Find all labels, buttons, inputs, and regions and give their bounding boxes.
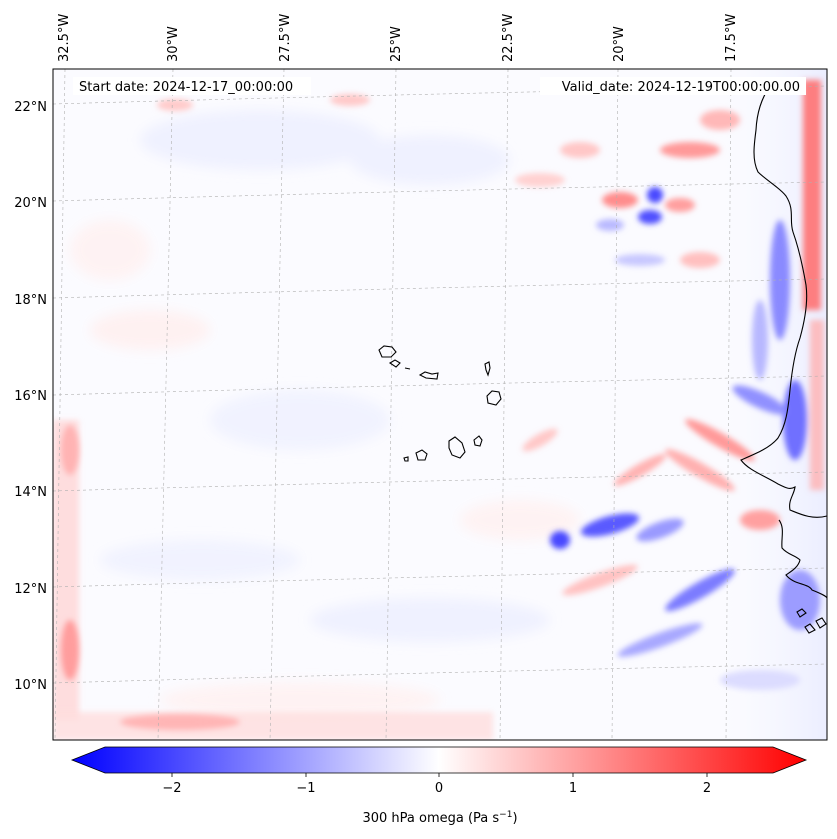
lon-label: 32.5°W [57, 14, 72, 62]
lat-label: 14°N [14, 485, 47, 500]
start-date-box [73, 77, 311, 95]
colorbar-tick-label: 1 [569, 781, 577, 796]
island-fogo [415, 449, 428, 461]
colorbar-label-main: 300 hPa omega (Pa s [362, 811, 499, 826]
island-santiago [448, 436, 466, 459]
lat-label: 20°N [14, 196, 47, 211]
colorbar: −2 −1 0 1 2 300 hPa omega (Pa s−1) [70, 746, 808, 826]
island-brava [403, 456, 409, 462]
colorbar-tick-label: −2 [162, 781, 181, 796]
longitude-labels: 32.5°W 30°W 27.5°W 25°W 22.5°W 20°W 17.5… [57, 14, 739, 62]
island-boa-vista [486, 390, 502, 406]
colorbar-ticks [171, 773, 708, 777]
lon-label: 22.5°W [501, 14, 516, 62]
island-santa-luzia [404, 367, 411, 370]
coastline [378, 85, 828, 634]
colorbar-tick-label: 2 [703, 781, 711, 796]
valid-date-box [540, 77, 806, 95]
lat-label: 12°N [14, 582, 47, 597]
lat-label: 10°N [14, 678, 47, 693]
island-sao-vicente [388, 359, 401, 368]
island-maio [473, 435, 483, 447]
lat-label: 16°N [14, 389, 47, 404]
omega-field [53, 69, 827, 740]
bissagos-islands [796, 608, 827, 634]
lon-label: 20°W [612, 26, 627, 62]
lat-label: 22°N [14, 100, 47, 115]
lon-label: 27.5°W [278, 14, 293, 62]
island-sal [484, 361, 491, 377]
lat-label: 18°N [14, 293, 47, 308]
latitude-labels: 22°N 20°N 18°N 16°N 14°N 12°N 10°N [14, 100, 47, 693]
lon-label: 17.5°W [724, 14, 739, 62]
colorbar-tick-label: −1 [296, 781, 315, 796]
colorbar-gradient [70, 746, 808, 774]
africa-coastline [740, 85, 828, 599]
map-gridlines [52, 68, 828, 741]
valid-date-label: Valid_date: 2024-12-19T00:00:00.00 [562, 80, 800, 95]
island-sao-nicolau [418, 371, 439, 380]
colorbar-label: 300 hPa omega (Pa s−1) [362, 810, 517, 826]
map-panel: Start date: 2024-12-17_00:00:00 Valid_da… [52, 68, 828, 741]
colorbar-tick-label: 0 [435, 781, 443, 796]
island-santo-antao [378, 345, 397, 358]
map-frame [52, 68, 828, 741]
colorbar-label-close: ) [512, 811, 517, 826]
lon-label: 25°W [389, 26, 404, 62]
lon-label: 30°W [166, 26, 181, 62]
start-date-label: Start date: 2024-12-17_00:00:00 [79, 80, 293, 95]
colorbar-label-sup: −1 [499, 810, 512, 820]
